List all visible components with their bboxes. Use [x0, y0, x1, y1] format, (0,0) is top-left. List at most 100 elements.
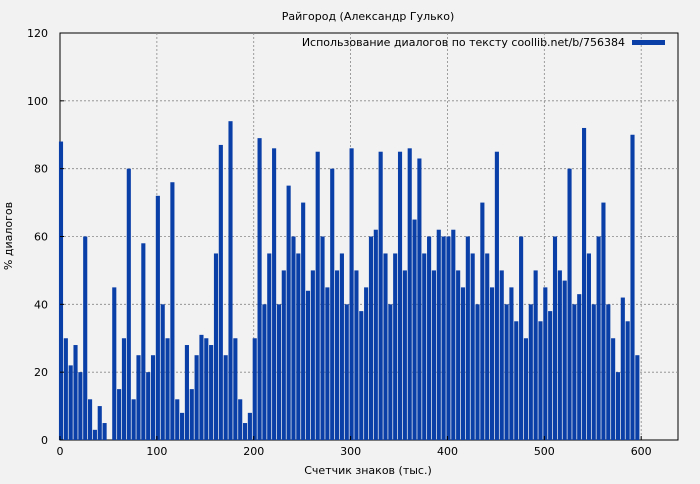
bar: [247, 412, 252, 440]
bar: [257, 138, 262, 440]
bar: [606, 304, 611, 440]
bar: [63, 338, 68, 440]
bar: [427, 236, 432, 440]
chart-title: Райгород (Александр Гулько): [282, 10, 455, 23]
x-tick-label: 400: [437, 445, 458, 458]
bar: [567, 168, 572, 440]
bar: [514, 321, 519, 440]
bar: [523, 338, 529, 440]
bar: [562, 280, 567, 440]
x-tick-label: 0: [57, 445, 64, 458]
bar: [475, 304, 480, 440]
y-tick-label: 60: [34, 231, 48, 244]
bar: [383, 253, 388, 440]
bar: [272, 148, 277, 441]
bar: [112, 287, 117, 440]
bar: [368, 236, 374, 440]
bar: [635, 355, 640, 440]
bar: [407, 148, 412, 441]
bar: [68, 365, 73, 440]
x-tick-label: 500: [534, 445, 555, 458]
y-tick-label: 40: [34, 298, 48, 311]
bar: [528, 304, 533, 440]
bar: [577, 294, 582, 440]
bar: [126, 168, 131, 440]
bar: [630, 134, 635, 440]
bar: [436, 229, 441, 440]
bar: [615, 372, 621, 440]
bar: [582, 127, 587, 440]
bar: [509, 287, 514, 440]
bar: [88, 399, 93, 440]
bar: [330, 168, 335, 440]
bar: [359, 311, 364, 440]
bar: [557, 270, 562, 440]
bar: [150, 355, 156, 440]
bar: [228, 121, 233, 440]
y-tick-label: 20: [34, 366, 48, 379]
bar: [402, 270, 407, 440]
bar: [73, 345, 78, 440]
bar: [78, 372, 83, 440]
bar: [267, 253, 272, 440]
bar: [194, 355, 199, 440]
bar: [209, 345, 214, 440]
bar: [601, 202, 606, 440]
bar: [494, 151, 499, 441]
bar: [596, 236, 601, 440]
bar: [620, 297, 625, 440]
bar: [504, 304, 509, 440]
bar: [305, 290, 311, 440]
bar: [276, 304, 282, 440]
bar: [83, 236, 88, 440]
bar: [335, 270, 340, 440]
bar: [310, 270, 315, 440]
bar: [533, 270, 538, 440]
legend-swatch: [632, 40, 665, 45]
x-tick-label: 100: [146, 445, 167, 458]
bar: [349, 148, 354, 441]
bar: [252, 338, 257, 440]
bar: [165, 338, 170, 440]
bar: [121, 338, 127, 440]
x-tick-label: 200: [243, 445, 264, 458]
bars: [58, 121, 640, 441]
bar: [543, 287, 548, 440]
bar: [131, 399, 136, 440]
bar: [242, 423, 248, 440]
bar: [499, 270, 504, 440]
bar: [291, 236, 296, 440]
bar: [611, 338, 616, 440]
bar: [572, 304, 577, 440]
bar: [460, 287, 466, 440]
y-tick-label: 120: [27, 27, 48, 40]
bar: [519, 236, 524, 440]
bar: [441, 236, 446, 440]
bar: [170, 182, 175, 440]
bar: [213, 253, 219, 440]
bar: [262, 304, 267, 440]
bar: [223, 355, 228, 440]
bar: [378, 151, 383, 441]
bar: [397, 151, 403, 441]
bar: [431, 270, 436, 440]
bar: [102, 423, 107, 440]
bar: [489, 287, 495, 440]
bar: [320, 236, 325, 440]
bar: [58, 141, 64, 441]
y-tick-label: 80: [34, 163, 48, 176]
bar: [344, 304, 349, 440]
legend: Использование диалогов по тексту coollib…: [302, 36, 665, 49]
bar: [160, 304, 165, 440]
bar: [286, 185, 291, 440]
bar: [417, 158, 422, 440]
x-axis-label: Счетчик знаков (тыс.): [304, 464, 432, 477]
bar: [180, 412, 185, 440]
bar: [538, 321, 543, 440]
bar: [199, 334, 204, 440]
bar: [155, 195, 160, 440]
bar: [218, 144, 223, 441]
bar: [625, 321, 630, 440]
